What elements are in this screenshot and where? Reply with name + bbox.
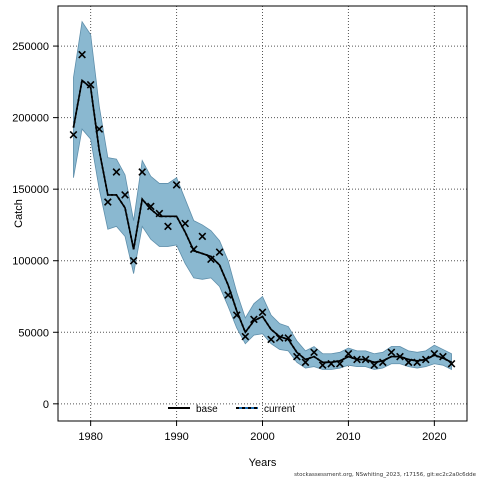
x-axis: 1980 1990 2000 2010 2020 [78, 421, 447, 443]
observation-marker [189, 245, 198, 254]
observation-marker [421, 355, 430, 364]
y-tick-label: 150000 [12, 184, 49, 196]
observation-marker [86, 80, 95, 89]
series-line-current [72, 78, 452, 364]
observation-marker [103, 198, 112, 206]
x-tick-label: 2010 [336, 431, 360, 443]
observation-marker [447, 359, 456, 368]
observation-marker [275, 334, 284, 342]
observation-marker [361, 355, 370, 364]
observation-marker [404, 358, 413, 367]
observation-marker [129, 256, 138, 265]
observation-marker [138, 168, 147, 176]
x-tick-label: 2020 [422, 431, 446, 443]
observation-marker [439, 352, 447, 361]
x-tick-label: 1980 [78, 431, 102, 443]
x-tick-label: 2000 [250, 431, 274, 443]
observation-marker [198, 232, 207, 241]
observation-marker [370, 361, 379, 370]
y-tick-label: 200000 [12, 113, 49, 125]
observation-marker [121, 191, 129, 199]
observation-marker [232, 311, 241, 319]
x-tick-label: 1990 [164, 431, 188, 443]
x-axis-title: Years [249, 457, 277, 469]
y-tick-label: 50000 [18, 327, 49, 339]
observation-marker [241, 332, 250, 341]
observation-marker [318, 361, 327, 370]
observation-marker [155, 209, 164, 218]
observation-marker [335, 359, 344, 368]
observation-marker [207, 255, 215, 264]
observation-marker [267, 335, 275, 344]
observation-marker [112, 168, 121, 176]
observation-marker [378, 358, 387, 367]
observation-marker [293, 352, 301, 361]
legend: base current [168, 404, 295, 415]
observation-marker [353, 355, 361, 364]
observation-marker [146, 202, 155, 211]
y-axis-title: Catch [13, 199, 25, 228]
observation-marker [430, 349, 439, 358]
observation-marker [172, 181, 181, 189]
observation-marker [327, 359, 336, 368]
observation-markers [69, 50, 456, 370]
observation-marker [95, 125, 104, 133]
y-tick-label: 250000 [12, 41, 49, 53]
observation-marker [258, 308, 267, 317]
series-lines [72, 78, 452, 364]
legend-current-label: current [264, 404, 295, 415]
source-footnote: stockassessment.org, NSwhiting_2023, r17… [294, 472, 476, 478]
confidence-band-area [73, 20, 452, 371]
observation-marker [215, 248, 224, 257]
observation-marker [387, 348, 396, 357]
observation-marker [301, 358, 310, 367]
observation-marker [344, 349, 353, 358]
observation-marker [69, 130, 78, 139]
observation-marker [224, 291, 232, 299]
y-tick-label: 0 [43, 399, 49, 411]
observation-marker [396, 352, 404, 361]
observation-marker [181, 219, 190, 228]
confidence-band [73, 20, 452, 371]
observation-marker [284, 334, 293, 342]
observation-marker [164, 222, 172, 231]
legend-base-label: base [196, 404, 218, 415]
y-axis: 0 50000 100000 150000 200000 250000 [12, 41, 58, 411]
observation-marker [250, 315, 258, 324]
observation-marker [413, 358, 422, 367]
observation-marker [310, 348, 318, 357]
observation-marker [78, 50, 86, 59]
y-tick-label: 100000 [12, 256, 49, 268]
